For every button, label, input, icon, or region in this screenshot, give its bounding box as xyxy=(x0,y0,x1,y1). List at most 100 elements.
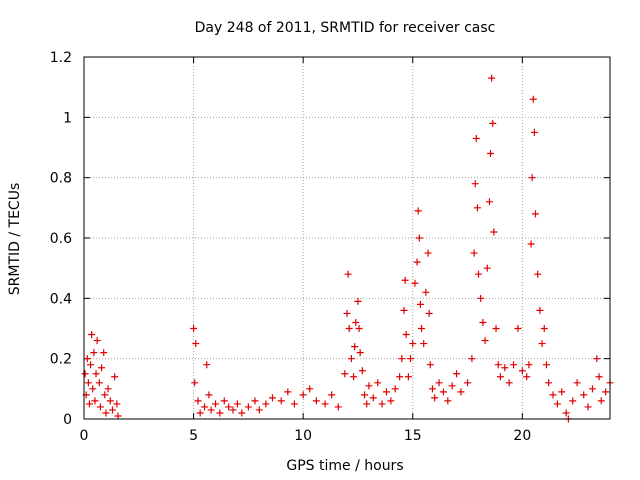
data-point xyxy=(398,355,406,363)
data-point xyxy=(361,391,369,399)
data-point xyxy=(580,391,588,399)
y-tick-label: 0.4 xyxy=(50,291,72,307)
data-point xyxy=(439,388,447,396)
data-point xyxy=(457,388,465,396)
y-tick-label: 0.8 xyxy=(50,171,72,187)
data-point xyxy=(431,394,439,402)
data-point xyxy=(553,400,561,408)
data-point xyxy=(369,394,377,402)
data-point xyxy=(201,403,209,411)
data-point xyxy=(527,240,535,248)
data-point xyxy=(89,385,97,393)
data-point xyxy=(549,391,557,399)
data-point xyxy=(284,388,292,396)
data-point xyxy=(312,397,320,405)
data-point xyxy=(573,379,581,387)
data-point xyxy=(531,210,539,218)
data-point xyxy=(501,364,509,372)
data-point xyxy=(111,373,119,381)
data-point xyxy=(435,379,443,387)
plot-frame xyxy=(83,56,611,420)
data-point xyxy=(244,403,252,411)
x-tick-label: 10 xyxy=(294,428,312,444)
data-point xyxy=(344,270,352,278)
data-point xyxy=(488,74,496,82)
data-point xyxy=(334,403,342,411)
data-point xyxy=(194,397,202,405)
x-axis-label: GPS time / hours xyxy=(286,458,403,474)
data-point xyxy=(475,270,482,278)
data-point xyxy=(407,355,415,363)
data-point xyxy=(306,385,314,393)
data-point xyxy=(471,180,479,188)
x-tick-label: 15 xyxy=(404,428,422,444)
data-point xyxy=(510,361,518,369)
data-point xyxy=(569,397,577,405)
data-point xyxy=(374,379,382,387)
data-point xyxy=(472,134,480,142)
data-point xyxy=(562,409,570,417)
data-point xyxy=(347,355,355,363)
data-point xyxy=(523,373,531,381)
data-point xyxy=(402,331,410,339)
data-point xyxy=(100,349,108,357)
data-point xyxy=(207,406,215,414)
data-point xyxy=(262,400,270,408)
data-point xyxy=(391,385,399,393)
data-point xyxy=(96,403,104,411)
y-tick-label: 0.6 xyxy=(50,231,72,247)
data-point xyxy=(494,361,502,369)
data-point xyxy=(382,388,390,396)
data-point xyxy=(212,400,219,408)
data-point xyxy=(468,355,476,363)
data-point xyxy=(538,340,546,348)
data-point xyxy=(92,370,100,378)
data-point xyxy=(352,318,360,326)
data-point xyxy=(268,394,276,402)
data-point xyxy=(428,385,436,393)
data-point xyxy=(479,318,487,326)
x-tick-label: 0 xyxy=(80,428,89,444)
data-point xyxy=(558,388,566,396)
data-point xyxy=(95,379,103,387)
data-point xyxy=(93,337,101,345)
data-point xyxy=(113,400,121,408)
data-point xyxy=(85,400,93,408)
data-point xyxy=(321,400,329,408)
data-point xyxy=(87,361,95,369)
data-point xyxy=(400,306,408,314)
data-point xyxy=(413,258,421,266)
data-point xyxy=(588,385,596,393)
data-point xyxy=(81,370,89,378)
data-point xyxy=(518,367,526,375)
data-point xyxy=(88,331,96,339)
data-point xyxy=(487,150,495,158)
data-point xyxy=(114,412,122,420)
data-point xyxy=(277,397,285,405)
data-point xyxy=(593,355,601,363)
grid xyxy=(84,57,610,419)
y-tick-labels: 0 0.2 0.4 0.6 0.8 1 1.2 xyxy=(50,50,72,428)
data-point xyxy=(528,174,536,182)
data-point xyxy=(90,349,98,357)
data-point xyxy=(351,343,359,351)
data-point xyxy=(378,400,386,408)
data-point xyxy=(91,397,99,405)
x-tick-labels: 0 5 10 15 20 xyxy=(80,428,532,444)
data-point xyxy=(416,300,424,308)
data-point xyxy=(470,249,478,257)
data-point xyxy=(525,361,533,369)
y-tick-label: 0 xyxy=(63,412,72,428)
y-tick-label: 1 xyxy=(63,110,72,126)
data-point xyxy=(365,382,373,390)
data-point xyxy=(492,325,500,332)
data-point xyxy=(343,309,351,317)
data-point xyxy=(299,391,307,399)
data-point xyxy=(191,379,199,387)
data-point xyxy=(355,325,363,332)
chart-title: Day 248 of 2011, SRMTID for receiver cas… xyxy=(195,20,496,36)
data-point xyxy=(190,325,198,332)
data-point xyxy=(425,309,433,317)
data-point xyxy=(420,340,428,348)
data-point xyxy=(415,234,423,242)
